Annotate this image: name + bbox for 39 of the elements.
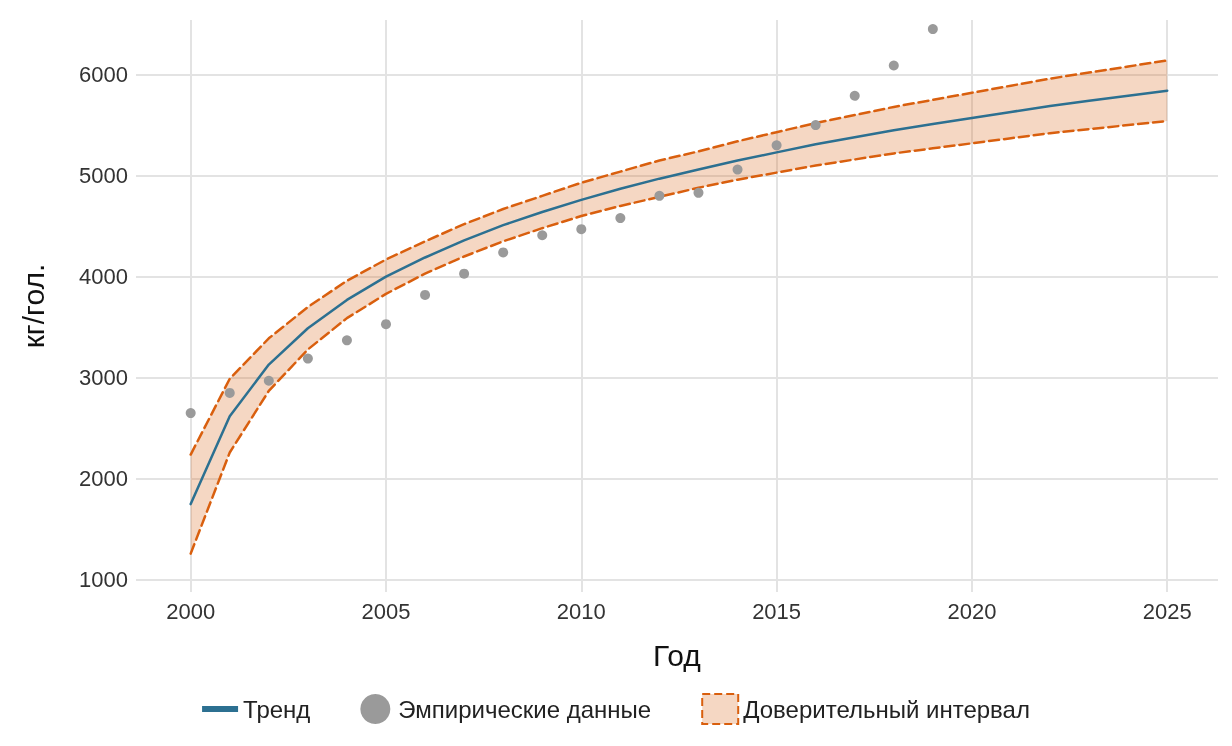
y-tick-label: 4000: [79, 264, 128, 290]
point: [302, 353, 313, 364]
point: [498, 247, 509, 258]
point: [341, 335, 352, 346]
x-tick-label: 2015: [752, 598, 802, 624]
legend-label: Тренд: [243, 695, 311, 723]
point: [224, 387, 235, 398]
y-tick-label: 3000: [79, 365, 128, 391]
x-axis-title: Год: [653, 638, 701, 672]
x-tick-label: 2010: [556, 598, 606, 624]
x-tick-label: 2005: [361, 598, 411, 624]
point: [810, 120, 821, 131]
point: [654, 190, 665, 201]
point: [263, 375, 274, 386]
point: [615, 213, 626, 224]
y-tick-label: 5000: [79, 163, 128, 189]
y-tick-label: 6000: [79, 62, 128, 88]
point: [185, 408, 196, 419]
point: [927, 24, 938, 35]
point: [732, 164, 743, 175]
point: [459, 268, 470, 279]
legend-label: Эмпирические данные: [398, 695, 652, 723]
point: [537, 230, 548, 241]
y-tick-label: 1000: [79, 567, 128, 593]
point: [576, 224, 587, 235]
x-tick-label: 2025: [1142, 598, 1192, 624]
point: [771, 140, 782, 151]
line-series: [189, 89, 1169, 506]
y-tick-label: 2000: [79, 466, 128, 492]
point: [888, 60, 899, 71]
point: [693, 187, 704, 198]
point: [381, 319, 391, 330]
legend-label: Доверительный интервал: [743, 695, 1030, 723]
line-series: [189, 59, 1169, 456]
y-axis-title: кг/гол.: [16, 263, 50, 349]
point: [420, 289, 431, 300]
x-tick-label: 2020: [947, 598, 997, 624]
x-tick-label: 2000: [166, 598, 216, 624]
point: [849, 90, 860, 101]
